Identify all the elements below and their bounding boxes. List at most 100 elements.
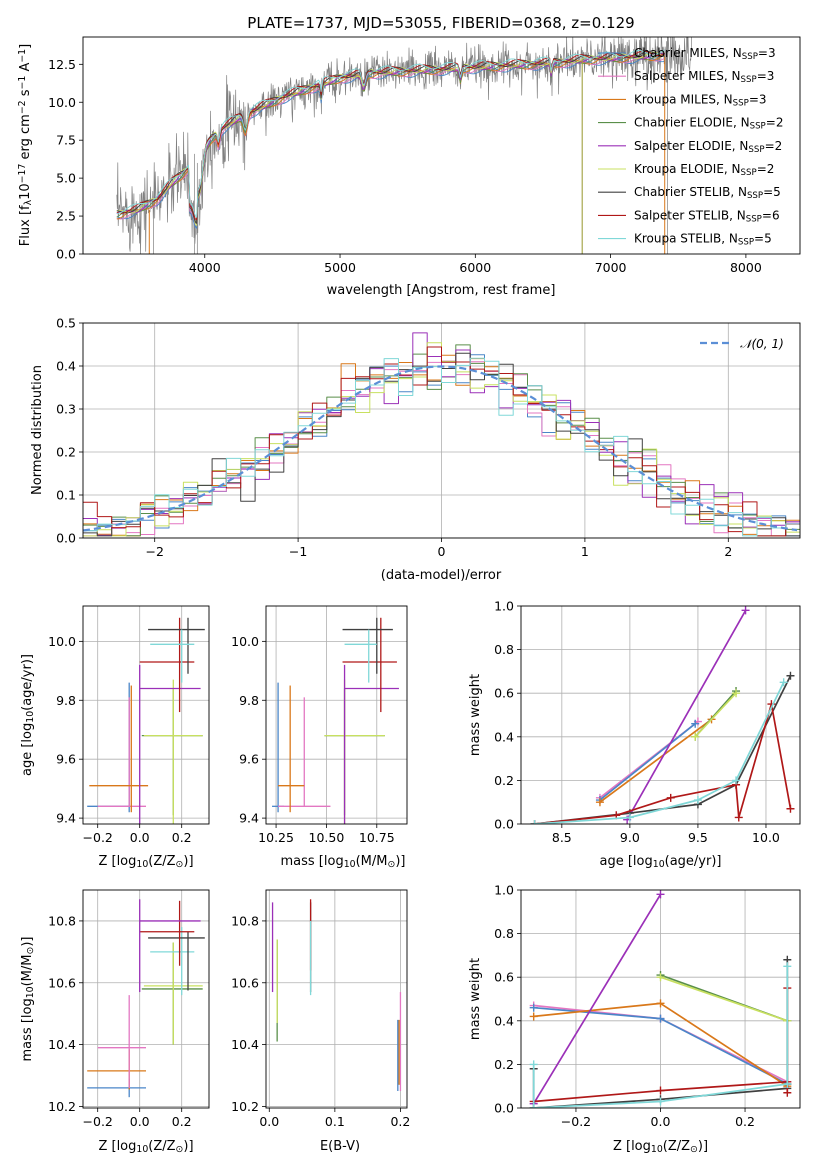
mass-weight-marker: [529, 1012, 538, 1021]
x-tick-label: −2: [145, 544, 163, 559]
mass-weight-line: [660, 976, 788, 1022]
y-tick-label: 10.8: [231, 913, 259, 928]
spectrum-model-line: [116, 49, 665, 218]
y-tick-label: 9.4: [239, 811, 259, 826]
y-axis-label-sub2: ⊙: [25, 947, 36, 955]
chart-age_vs_Z: −0.2 0.0 0.29.49.69.810.0Z [log10(Z/Z⊙)]ag…: [20, 605, 210, 870]
x-axis-label-base: Z [log: [98, 1139, 136, 1154]
x-tick-label: 0: [438, 544, 446, 559]
x-tick-label: −0.2: [561, 1114, 591, 1129]
x-tick-label: 6000: [459, 260, 491, 275]
y-label-part: 10: [18, 183, 33, 200]
mass-weight-marker: [625, 813, 634, 822]
x-tick-label: −0.2: [83, 1114, 113, 1129]
mass-weight-line: [534, 703, 792, 824]
y-tick-label: 0.6: [494, 686, 514, 701]
x-tick-label: 0.0: [259, 1114, 279, 1129]
mass-weight-marker: [783, 1080, 792, 1089]
x-axis-label-sub2: ⊙: [690, 1144, 698, 1155]
x-axis-label-sub: 10: [136, 1144, 148, 1155]
errorbar-point: [141, 942, 203, 1045]
axes-frame: [265, 889, 408, 1109]
legend-label: Chabrier MILES, NSSP=3: [634, 46, 776, 62]
mass-weight-marker: [786, 671, 795, 680]
mass-weight-line: [626, 609, 747, 821]
x-axis-label-sub2: ⊙: [387, 859, 395, 870]
legend-label-sub: SSP: [742, 52, 758, 62]
legend-label-base: Kroupa MILES, N: [634, 92, 733, 106]
x-axis-label: wavelength [Angstrom, rest frame]: [327, 283, 556, 298]
plot-area-mass_weight_vs_age: [521, 606, 800, 824]
y-tick-label: 0.2: [56, 445, 76, 460]
x-tick-label: 10.25: [258, 830, 294, 845]
legend-label: Salpeter MILES, NSSP=3: [634, 69, 774, 85]
legend-label: Chabrier STELIB, NSSP=5: [634, 185, 781, 201]
errorbar-point: [278, 697, 331, 807]
legend-label-sub: SSP: [741, 168, 757, 178]
x-axis-label: age [log10(age/yr)]: [600, 854, 722, 870]
y-tick-label: 0.2: [494, 1057, 514, 1072]
chart-mass_weight_vs_age: 8.5 9.0 9.5 10.0 0.0 0.2 0.4 0.6 0.8 1.0 age [log1…: [468, 599, 801, 870]
y-label-part: −1: [17, 76, 28, 90]
errorbar-point: [342, 617, 397, 713]
legend-label-end: =2: [757, 162, 775, 176]
y-tick-label: 10.2: [48, 1099, 76, 1114]
mass-weight-marker: [529, 1003, 538, 1012]
x-axis-label-sub: 10: [136, 859, 148, 870]
mass-weight-marker: [691, 732, 700, 741]
legend-label: 𝒩(0, 1): [740, 337, 784, 351]
axes-frame: [520, 889, 801, 1109]
errorbar-point: [97, 995, 146, 1088]
errorbar-point: [87, 1049, 146, 1090]
legend-label: Kroupa ELODIE, NSSP=2: [634, 162, 774, 178]
y-tick-label: 10.0: [48, 95, 76, 110]
legend-label: Salpeter STELIB, NSSP=6: [634, 208, 780, 224]
y-tick-label: 0.2: [494, 773, 514, 788]
mass-weight-marker: [595, 798, 604, 807]
x-axis-label-end: (M/M: [356, 854, 388, 869]
legend-label-base: Chabrier MILES, N: [634, 46, 742, 60]
y-axis-label-end2: )]: [20, 937, 35, 947]
y-tick-label: 9.8: [239, 693, 259, 708]
x-tick-label: 8000: [730, 260, 762, 275]
errorbar-point: [344, 629, 377, 683]
x-axis-label-end: (Z/Z: [148, 1139, 175, 1154]
axes-frame: [265, 605, 408, 825]
legend-label-sub: SSP: [738, 238, 754, 248]
y-tick-label: 1.0: [494, 883, 514, 898]
y-axis-label: Normed distribution: [30, 365, 45, 495]
y-tick-label: 0.8: [494, 926, 514, 941]
mass-weight-line: [532, 893, 662, 1105]
plot-area-spectrum: [116, 37, 692, 254]
mass-weight-marker: [741, 606, 750, 615]
y-tick-label: 10.4: [231, 1037, 259, 1052]
x-tick-label: 9.0: [620, 830, 640, 845]
legend-label-end: =2: [766, 116, 784, 130]
errorbar-point: [87, 682, 130, 813]
mass-weight-marker: [529, 1104, 538, 1108]
errorbar-point: [143, 679, 203, 824]
y-tick-label: 10.8: [48, 913, 76, 928]
y-tick-label: 0.0: [56, 247, 76, 262]
legend-label-end: =5: [763, 185, 781, 199]
y-tick-label: 10.6: [231, 975, 259, 990]
x-tick-label: 7000: [595, 260, 627, 275]
x-axis-label-base: age [log: [600, 854, 653, 869]
errorbar-point: [139, 617, 195, 713]
errorbar-point: [87, 1078, 146, 1098]
x-axis-label-sub: 10: [651, 1144, 663, 1155]
mass-weight-marker: [666, 793, 675, 802]
y-tick-label: 0.0: [494, 817, 514, 832]
x-axis-label: E(B-V): [320, 1139, 360, 1154]
x-axis-label: Z [log10(Z/Z⊙)]: [98, 854, 193, 870]
axes-frame: [82, 889, 210, 1109]
mass-weight-marker: [732, 776, 741, 785]
y-label-part: s: [18, 89, 33, 100]
chart-age_vs_mass: 10.25 10.50 10.75 9.4 9.6 9.8 10.0 mass [log10(…: [231, 605, 408, 870]
y-axis-label: Flux [fλ10−17 erg cm−2 s−1 A−1]: [17, 44, 34, 246]
gaussian-curve: [83, 365, 798, 532]
y-label-part: Flux [f: [18, 205, 33, 246]
x-tick-label: 10.0: [752, 830, 780, 845]
y-axis-label-base: mass [log: [20, 998, 35, 1061]
